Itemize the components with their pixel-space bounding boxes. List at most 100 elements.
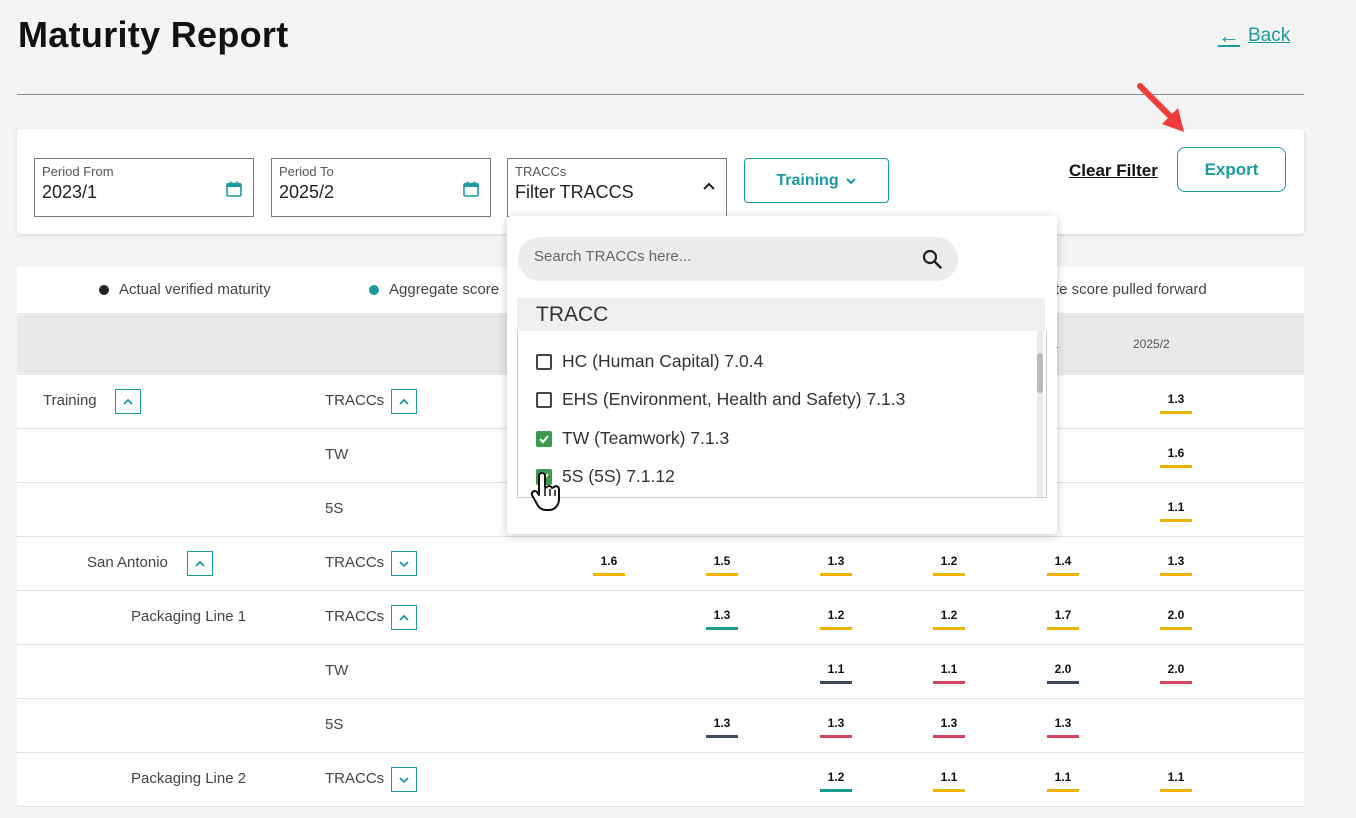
chevron-up-icon[interactable] bbox=[187, 551, 213, 576]
training-dropdown-button[interactable]: Training bbox=[744, 158, 889, 203]
tracc-option-label: 5S (5S) 7.1.12 bbox=[562, 466, 675, 486]
tracc-option-label: EHS (Environment, Health and Safety) 7.1… bbox=[562, 389, 906, 409]
export-button-label: Export bbox=[1204, 159, 1259, 179]
score-cell: 2.0 bbox=[1160, 608, 1192, 630]
score-cell: 1.3 bbox=[933, 716, 965, 738]
score-bar bbox=[1160, 519, 1192, 522]
legend-aggregate: Aggregate score bbox=[369, 281, 499, 298]
score-bar bbox=[820, 789, 852, 792]
tracc-option[interactable]: EHS (Environment, Health and Safety) 7.1… bbox=[536, 389, 905, 410]
period-from-label: Period From bbox=[42, 164, 114, 179]
chevron-up-icon[interactable] bbox=[702, 179, 716, 193]
score-bar bbox=[820, 681, 852, 684]
chevron-up-icon[interactable] bbox=[391, 389, 417, 414]
chevron-up-icon[interactable] bbox=[115, 389, 141, 414]
tracc-search-box[interactable] bbox=[518, 237, 958, 281]
score-cell: 1.4 bbox=[1047, 554, 1079, 576]
tracc-option[interactable]: 5S (5S) 7.1.12 bbox=[536, 466, 675, 487]
score-value: 1.5 bbox=[713, 554, 731, 568]
row-category-label: 5S bbox=[325, 716, 344, 733]
score-value: 1.1 bbox=[940, 770, 958, 784]
export-button[interactable]: Export bbox=[1177, 147, 1286, 192]
score-bar bbox=[1047, 681, 1079, 684]
row-category-label: TRACCs bbox=[325, 392, 385, 409]
score-value: 1.1 bbox=[940, 662, 958, 676]
row-category-label: 5S bbox=[325, 500, 344, 517]
dot-icon bbox=[369, 284, 379, 295]
period-to-label: Period To bbox=[279, 164, 334, 179]
score-cell: 1.1 bbox=[933, 770, 965, 792]
score-bar bbox=[706, 573, 738, 576]
score-cell: 1.7 bbox=[1047, 608, 1079, 630]
score-bar bbox=[820, 573, 852, 576]
score-cell: 1.3 bbox=[1160, 554, 1192, 576]
period-from-field[interactable]: Period From 2023/1 bbox=[34, 158, 254, 217]
back-link[interactable]: ← Back bbox=[1218, 25, 1290, 47]
score-bar bbox=[933, 735, 965, 738]
score-cell: 1.6 bbox=[593, 554, 625, 576]
legend-aggregate-label: Aggregate score bbox=[389, 281, 500, 298]
dot-icon bbox=[99, 284, 109, 295]
score-value: 1.1 bbox=[827, 662, 845, 676]
legend-actual-label: Actual verified maturity bbox=[119, 281, 271, 298]
scrollbar-thumb[interactable] bbox=[1037, 353, 1043, 393]
score-value: 1.1 bbox=[1167, 770, 1185, 784]
tracc-search-input[interactable] bbox=[534, 248, 904, 265]
score-bar bbox=[1047, 573, 1079, 576]
row-category-label: TW bbox=[325, 662, 349, 679]
score-bar bbox=[1160, 627, 1192, 630]
row-category-label: TRACCs bbox=[325, 770, 385, 787]
score-value: 1.3 bbox=[1167, 554, 1185, 568]
chevron-up-icon[interactable] bbox=[391, 605, 417, 630]
score-cell: 1.3 bbox=[820, 554, 852, 576]
score-cell: 2.0 bbox=[1160, 662, 1192, 684]
score-bar bbox=[933, 789, 965, 792]
chevron-down-icon[interactable] bbox=[391, 551, 417, 576]
training-button-label: Training bbox=[776, 171, 839, 189]
score-bar bbox=[1047, 735, 1079, 738]
score-cell: 1.3 bbox=[820, 716, 852, 738]
tracc-option[interactable]: HC (Human Capital) 7.0.4 bbox=[536, 351, 763, 372]
traccs-filter-field[interactable]: TRACCs Filter TRACCS bbox=[507, 158, 727, 217]
tracc-option-list[interactable]: HC (Human Capital) 7.0.4 EHS (Environment… bbox=[517, 331, 1047, 498]
search-icon[interactable] bbox=[922, 249, 942, 269]
score-cell: 1.3 bbox=[1160, 392, 1192, 414]
score-bar bbox=[820, 735, 852, 738]
checkbox-checked-icon[interactable] bbox=[536, 430, 552, 447]
table-row: San Antonio TRACCs 1.6 1.5 1.3 1.2 1.4 1.3 bbox=[17, 537, 1304, 591]
calendar-icon[interactable] bbox=[463, 181, 479, 197]
traccs-filter-label: TRACCs bbox=[515, 164, 567, 179]
score-bar bbox=[1160, 789, 1192, 792]
clear-filter-link[interactable]: Clear Filter bbox=[1069, 161, 1158, 180]
hand-cursor-icon bbox=[530, 472, 560, 511]
score-cell: 1.6 bbox=[1160, 446, 1192, 468]
chevron-down-icon bbox=[845, 177, 856, 184]
score-bar bbox=[1160, 573, 1192, 576]
score-value: 1.3 bbox=[713, 716, 731, 730]
score-value: 2.0 bbox=[1054, 662, 1072, 676]
chevron-down-icon[interactable] bbox=[391, 767, 417, 792]
score-cell: 1.2 bbox=[933, 608, 965, 630]
checkbox-icon[interactable] bbox=[536, 391, 552, 408]
tracc-option[interactable]: TW (Teamwork) 7.1.3 bbox=[536, 428, 729, 449]
score-value: 1.3 bbox=[1167, 392, 1185, 406]
score-value: 1.1 bbox=[1167, 500, 1185, 514]
score-cell: 1.2 bbox=[820, 608, 852, 630]
score-bar bbox=[820, 627, 852, 630]
score-bar bbox=[1160, 681, 1192, 684]
tracc-option-label: HC (Human Capital) 7.0.4 bbox=[562, 351, 764, 371]
score-value: 1.2 bbox=[940, 554, 958, 568]
annotation-arrow-icon bbox=[1137, 83, 1184, 132]
score-cell: 1.3 bbox=[1047, 716, 1079, 738]
checkbox-icon[interactable] bbox=[536, 353, 552, 370]
period-to-field[interactable]: Period To 2025/2 bbox=[271, 158, 491, 217]
score-value: 1.2 bbox=[940, 608, 958, 622]
scrollbar-track[interactable] bbox=[1037, 331, 1043, 497]
score-cell: 1.3 bbox=[706, 608, 738, 630]
score-bar bbox=[1047, 627, 1079, 630]
row-group-label: Training bbox=[43, 392, 97, 409]
legend-actual: Actual verified maturity bbox=[99, 281, 271, 298]
calendar-icon[interactable] bbox=[226, 181, 242, 197]
score-bar bbox=[933, 681, 965, 684]
